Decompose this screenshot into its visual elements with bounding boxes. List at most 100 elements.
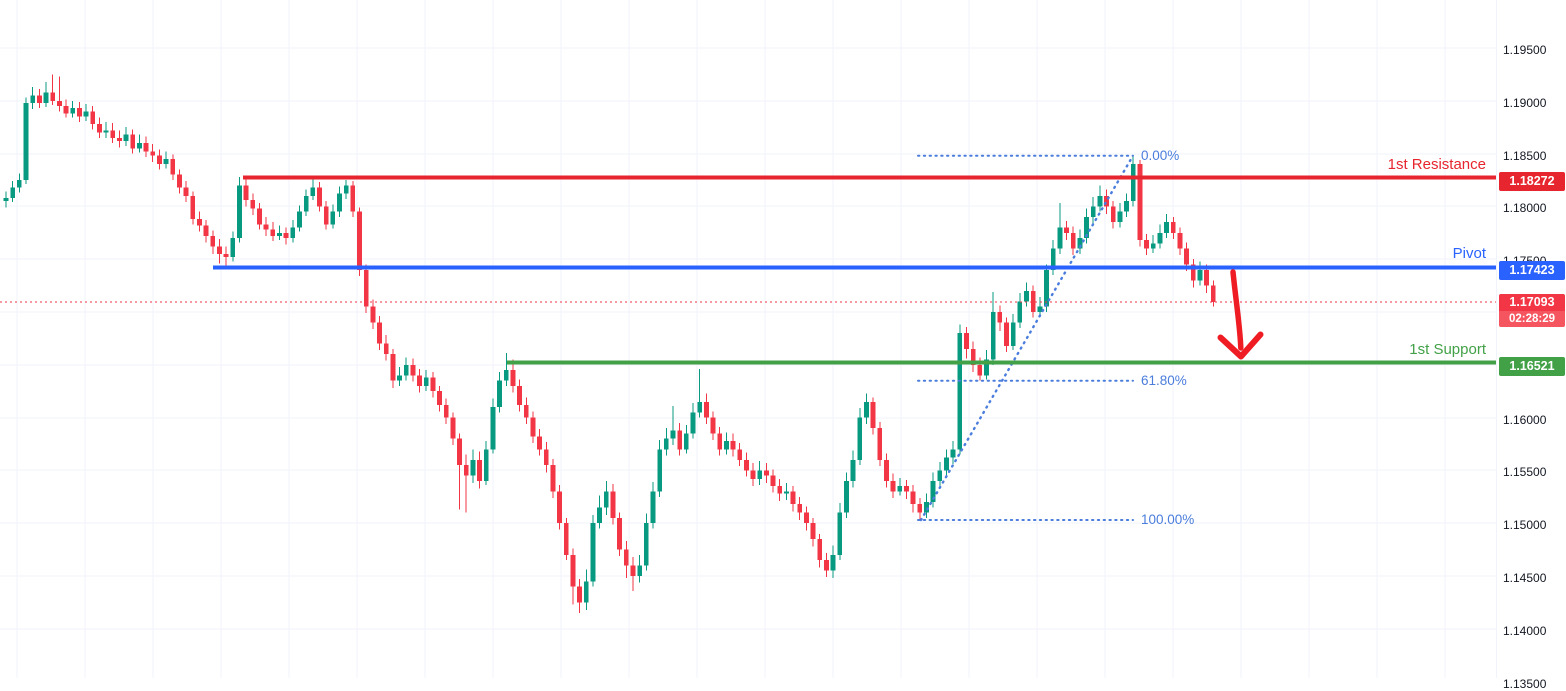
candle	[1084, 208, 1089, 244]
fib-trend-line	[919, 154, 1135, 522]
candle	[63, 99, 69, 118]
candle	[243, 178, 249, 207]
candle	[503, 353, 509, 386]
candle	[570, 548, 576, 605]
candle	[30, 87, 36, 110]
candle	[103, 121, 109, 138]
price-tick-label: 1.19500	[1503, 43, 1547, 57]
candle	[157, 149, 162, 170]
candle	[643, 513, 649, 571]
candle	[917, 497, 923, 521]
candle	[50, 74, 56, 106]
candle	[470, 449, 476, 484]
candle	[804, 506, 809, 531]
candle	[910, 485, 916, 513]
candle	[837, 503, 843, 561]
candle	[930, 472, 936, 508]
candle	[824, 552, 829, 578]
candle	[1017, 292, 1023, 328]
candle	[650, 482, 656, 529]
candle	[277, 225, 282, 241]
price-axis[interactable]: 1.13500 1.14000 1.14500 1.15000 1.15500 1.160…	[1496, 0, 1566, 691]
candle	[1057, 203, 1063, 254]
candle	[310, 177, 316, 201]
candle	[56, 76, 62, 112]
fib-retracement[interactable]	[917, 154, 1135, 522]
candle	[297, 205, 302, 232]
candle	[1177, 227, 1183, 255]
candle	[717, 427, 723, 456]
candle	[623, 541, 629, 579]
candle	[303, 189, 309, 216]
candle	[683, 424, 689, 454]
candle	[430, 372, 436, 398]
resistance-price-badge: 1.18272	[1499, 171, 1565, 191]
candle	[543, 441, 549, 473]
candle	[990, 291, 996, 365]
candle	[197, 211, 202, 232]
candle	[210, 230, 216, 254]
candle	[70, 100, 76, 118]
candle	[1137, 159, 1143, 247]
candle	[363, 264, 369, 314]
candle	[870, 397, 876, 435]
candle	[530, 411, 536, 443]
candle	[457, 433, 462, 510]
candle	[897, 477, 903, 496]
candle	[737, 442, 743, 467]
candle	[443, 398, 449, 424]
candle	[670, 405, 676, 446]
candle	[884, 453, 889, 488]
candle	[877, 421, 883, 467]
candle	[783, 483, 789, 500]
candle	[723, 432, 729, 455]
candle	[890, 473, 896, 498]
candle	[523, 397, 529, 424]
candle	[1024, 282, 1029, 307]
candle	[83, 103, 89, 121]
pivot-line-label: Pivot	[1452, 245, 1486, 263]
price-tick-label: 1.18000	[1503, 201, 1547, 216]
price-tick-label: 1.13500	[1503, 676, 1547, 691]
candle	[203, 220, 209, 243]
candle	[864, 393, 869, 424]
last-price-value: 1.17093	[1499, 293, 1565, 311]
candle	[690, 402, 696, 439]
candle	[90, 106, 96, 130]
candle	[1197, 261, 1203, 286]
candle	[403, 357, 409, 381]
candle	[1150, 234, 1156, 253]
candlestick-series	[3, 74, 1216, 613]
candle	[323, 201, 329, 230]
candle	[1070, 226, 1076, 255]
candle	[1030, 285, 1036, 318]
candle	[537, 429, 542, 456]
candle	[770, 469, 776, 493]
candle	[703, 393, 709, 424]
candle	[490, 398, 496, 454]
candle	[1090, 196, 1096, 224]
candle	[1037, 297, 1043, 317]
candle	[170, 154, 176, 180]
candle	[904, 479, 909, 499]
candle	[950, 440, 956, 465]
candle	[617, 512, 623, 556]
candle	[177, 169, 182, 194]
candle	[337, 186, 342, 217]
candle	[1064, 221, 1069, 241]
down-arrow[interactable]	[1217, 269, 1264, 360]
candle	[410, 358, 416, 382]
candle	[817, 533, 823, 568]
candle	[630, 556, 636, 591]
candle	[590, 514, 596, 587]
resistance-line-label: 1st Resistance	[1387, 155, 1486, 173]
candle	[1124, 193, 1129, 217]
candle	[343, 180, 349, 200]
candle	[830, 545, 836, 579]
candle	[237, 176, 242, 243]
grid	[0, 0, 1496, 678]
candle	[123, 127, 129, 147]
candle	[777, 478, 783, 502]
